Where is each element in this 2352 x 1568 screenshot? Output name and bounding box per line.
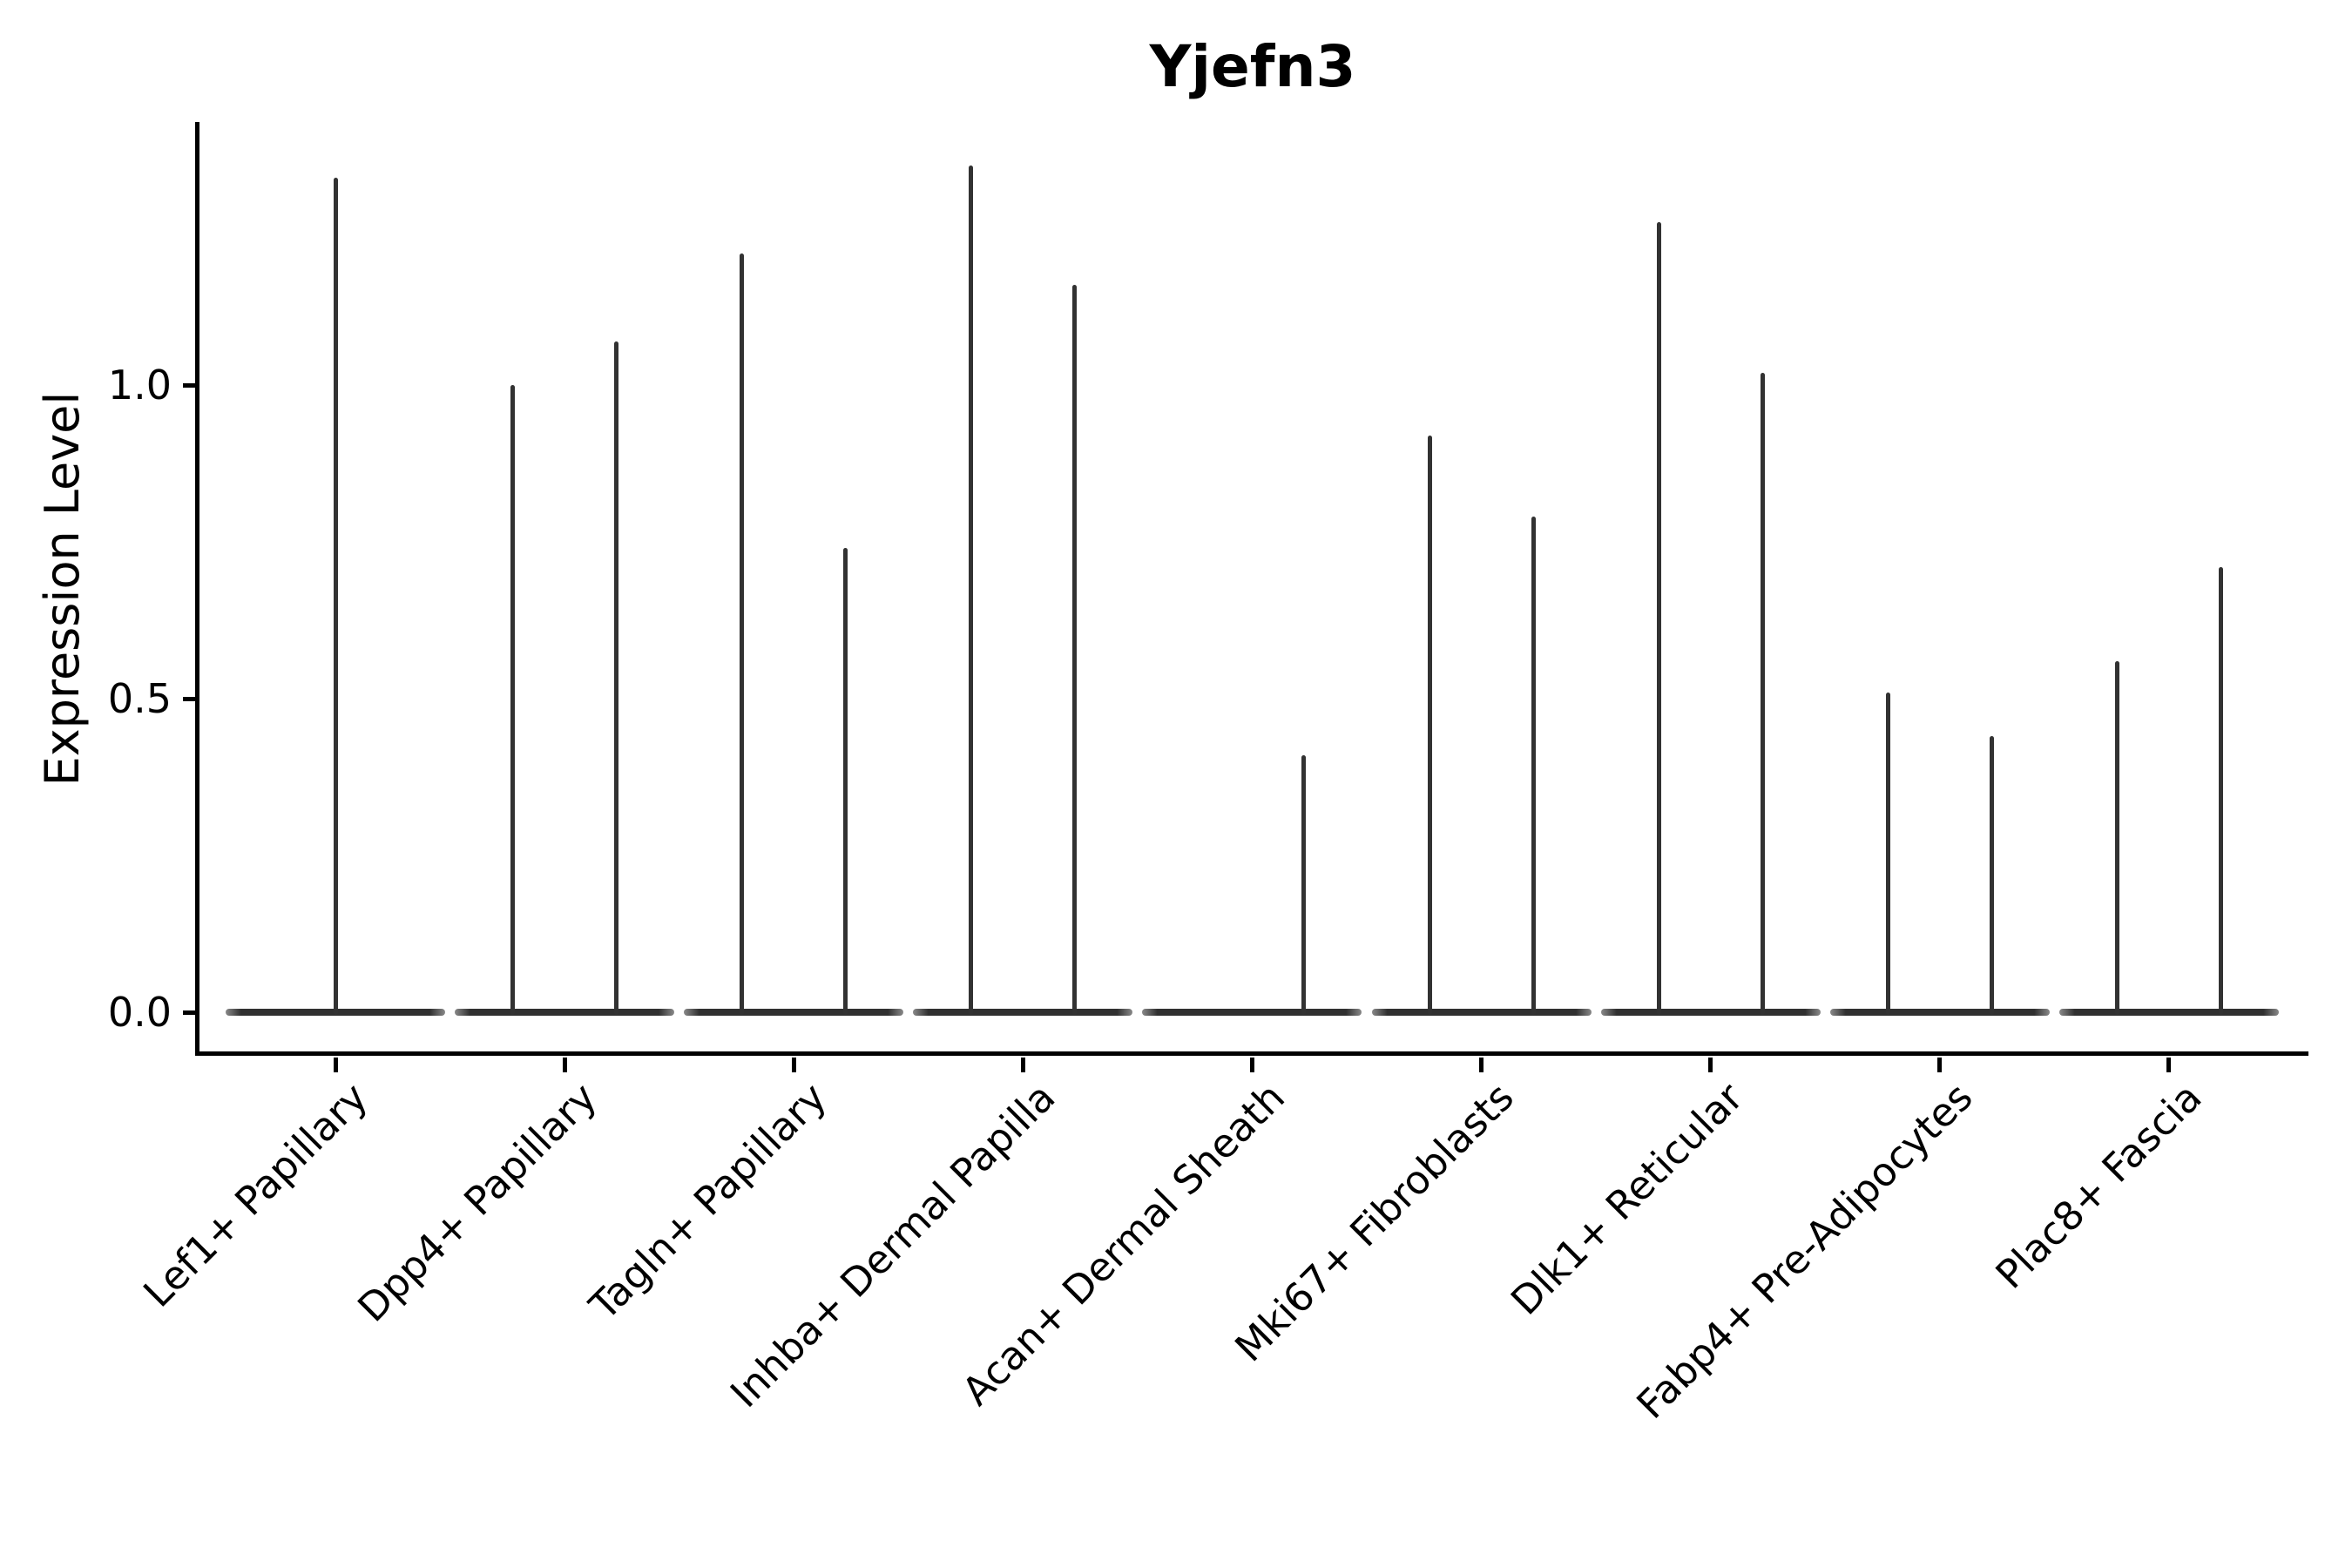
x-tick-mark xyxy=(1708,1058,1713,1072)
violin-baseline xyxy=(1829,1009,2050,1016)
x-axis-spine xyxy=(195,1051,2308,1056)
violin-spike xyxy=(1531,517,1536,1015)
violin-spike xyxy=(614,341,619,1015)
x-tick-label: Lef1+ Papillary xyxy=(134,1073,377,1316)
x-tick-mark xyxy=(1937,1058,1943,1072)
violin-spike xyxy=(2114,660,2119,1015)
violin-spike xyxy=(1989,736,1994,1015)
x-tick-mark xyxy=(1479,1058,1484,1072)
violin-baseline xyxy=(913,1009,1133,1016)
y-axis-spine xyxy=(195,122,199,1056)
violin-spike xyxy=(1301,754,1307,1015)
y-tick-label: 0.0 xyxy=(107,989,172,1036)
x-tick-mark xyxy=(791,1058,796,1072)
x-tick-mark xyxy=(333,1058,338,1072)
x-tick-label: Plac8+ Fascia xyxy=(1986,1073,2211,1298)
x-tick-mark xyxy=(562,1058,567,1072)
x-tick-mark xyxy=(1249,1058,1254,1072)
violin-spike xyxy=(510,385,516,1015)
y-tick-mark xyxy=(183,1010,198,1015)
x-tick-label: Dlk1+ Reticular xyxy=(1502,1073,1752,1324)
chart-title: Yjefn3 xyxy=(1149,33,1356,100)
violin-spike xyxy=(843,548,848,1015)
violin-baseline xyxy=(684,1009,904,1016)
y-tick-mark xyxy=(183,382,198,388)
y-axis-label: Expression Level xyxy=(35,391,90,787)
violin-spike xyxy=(2218,566,2223,1015)
y-tick-mark xyxy=(183,696,198,701)
y-tick-label: 1.0 xyxy=(107,362,172,409)
violin-spike xyxy=(969,166,974,1015)
violin-spike xyxy=(740,253,745,1015)
violin-spike xyxy=(333,178,338,1015)
violin-spike xyxy=(1656,221,1661,1015)
violin-baseline xyxy=(2058,1009,2279,1016)
violin-baseline xyxy=(455,1009,675,1016)
violin-baseline xyxy=(1600,1009,1821,1016)
violin-baseline xyxy=(1142,1009,1362,1016)
violin-spike xyxy=(1072,284,1078,1015)
x-tick-label: Tagln+ Papillary xyxy=(580,1073,835,1329)
violin-spike xyxy=(1760,372,1765,1015)
violin-baseline xyxy=(1371,1009,1592,1016)
x-tick-mark xyxy=(2166,1058,2172,1072)
y-tick-label: 0.5 xyxy=(107,675,172,722)
x-tick-label: Dpp4+ Papillary xyxy=(348,1073,606,1331)
violin-spike xyxy=(1885,692,1890,1015)
violin-spike xyxy=(1427,435,1432,1015)
x-tick-mark xyxy=(1020,1058,1025,1072)
